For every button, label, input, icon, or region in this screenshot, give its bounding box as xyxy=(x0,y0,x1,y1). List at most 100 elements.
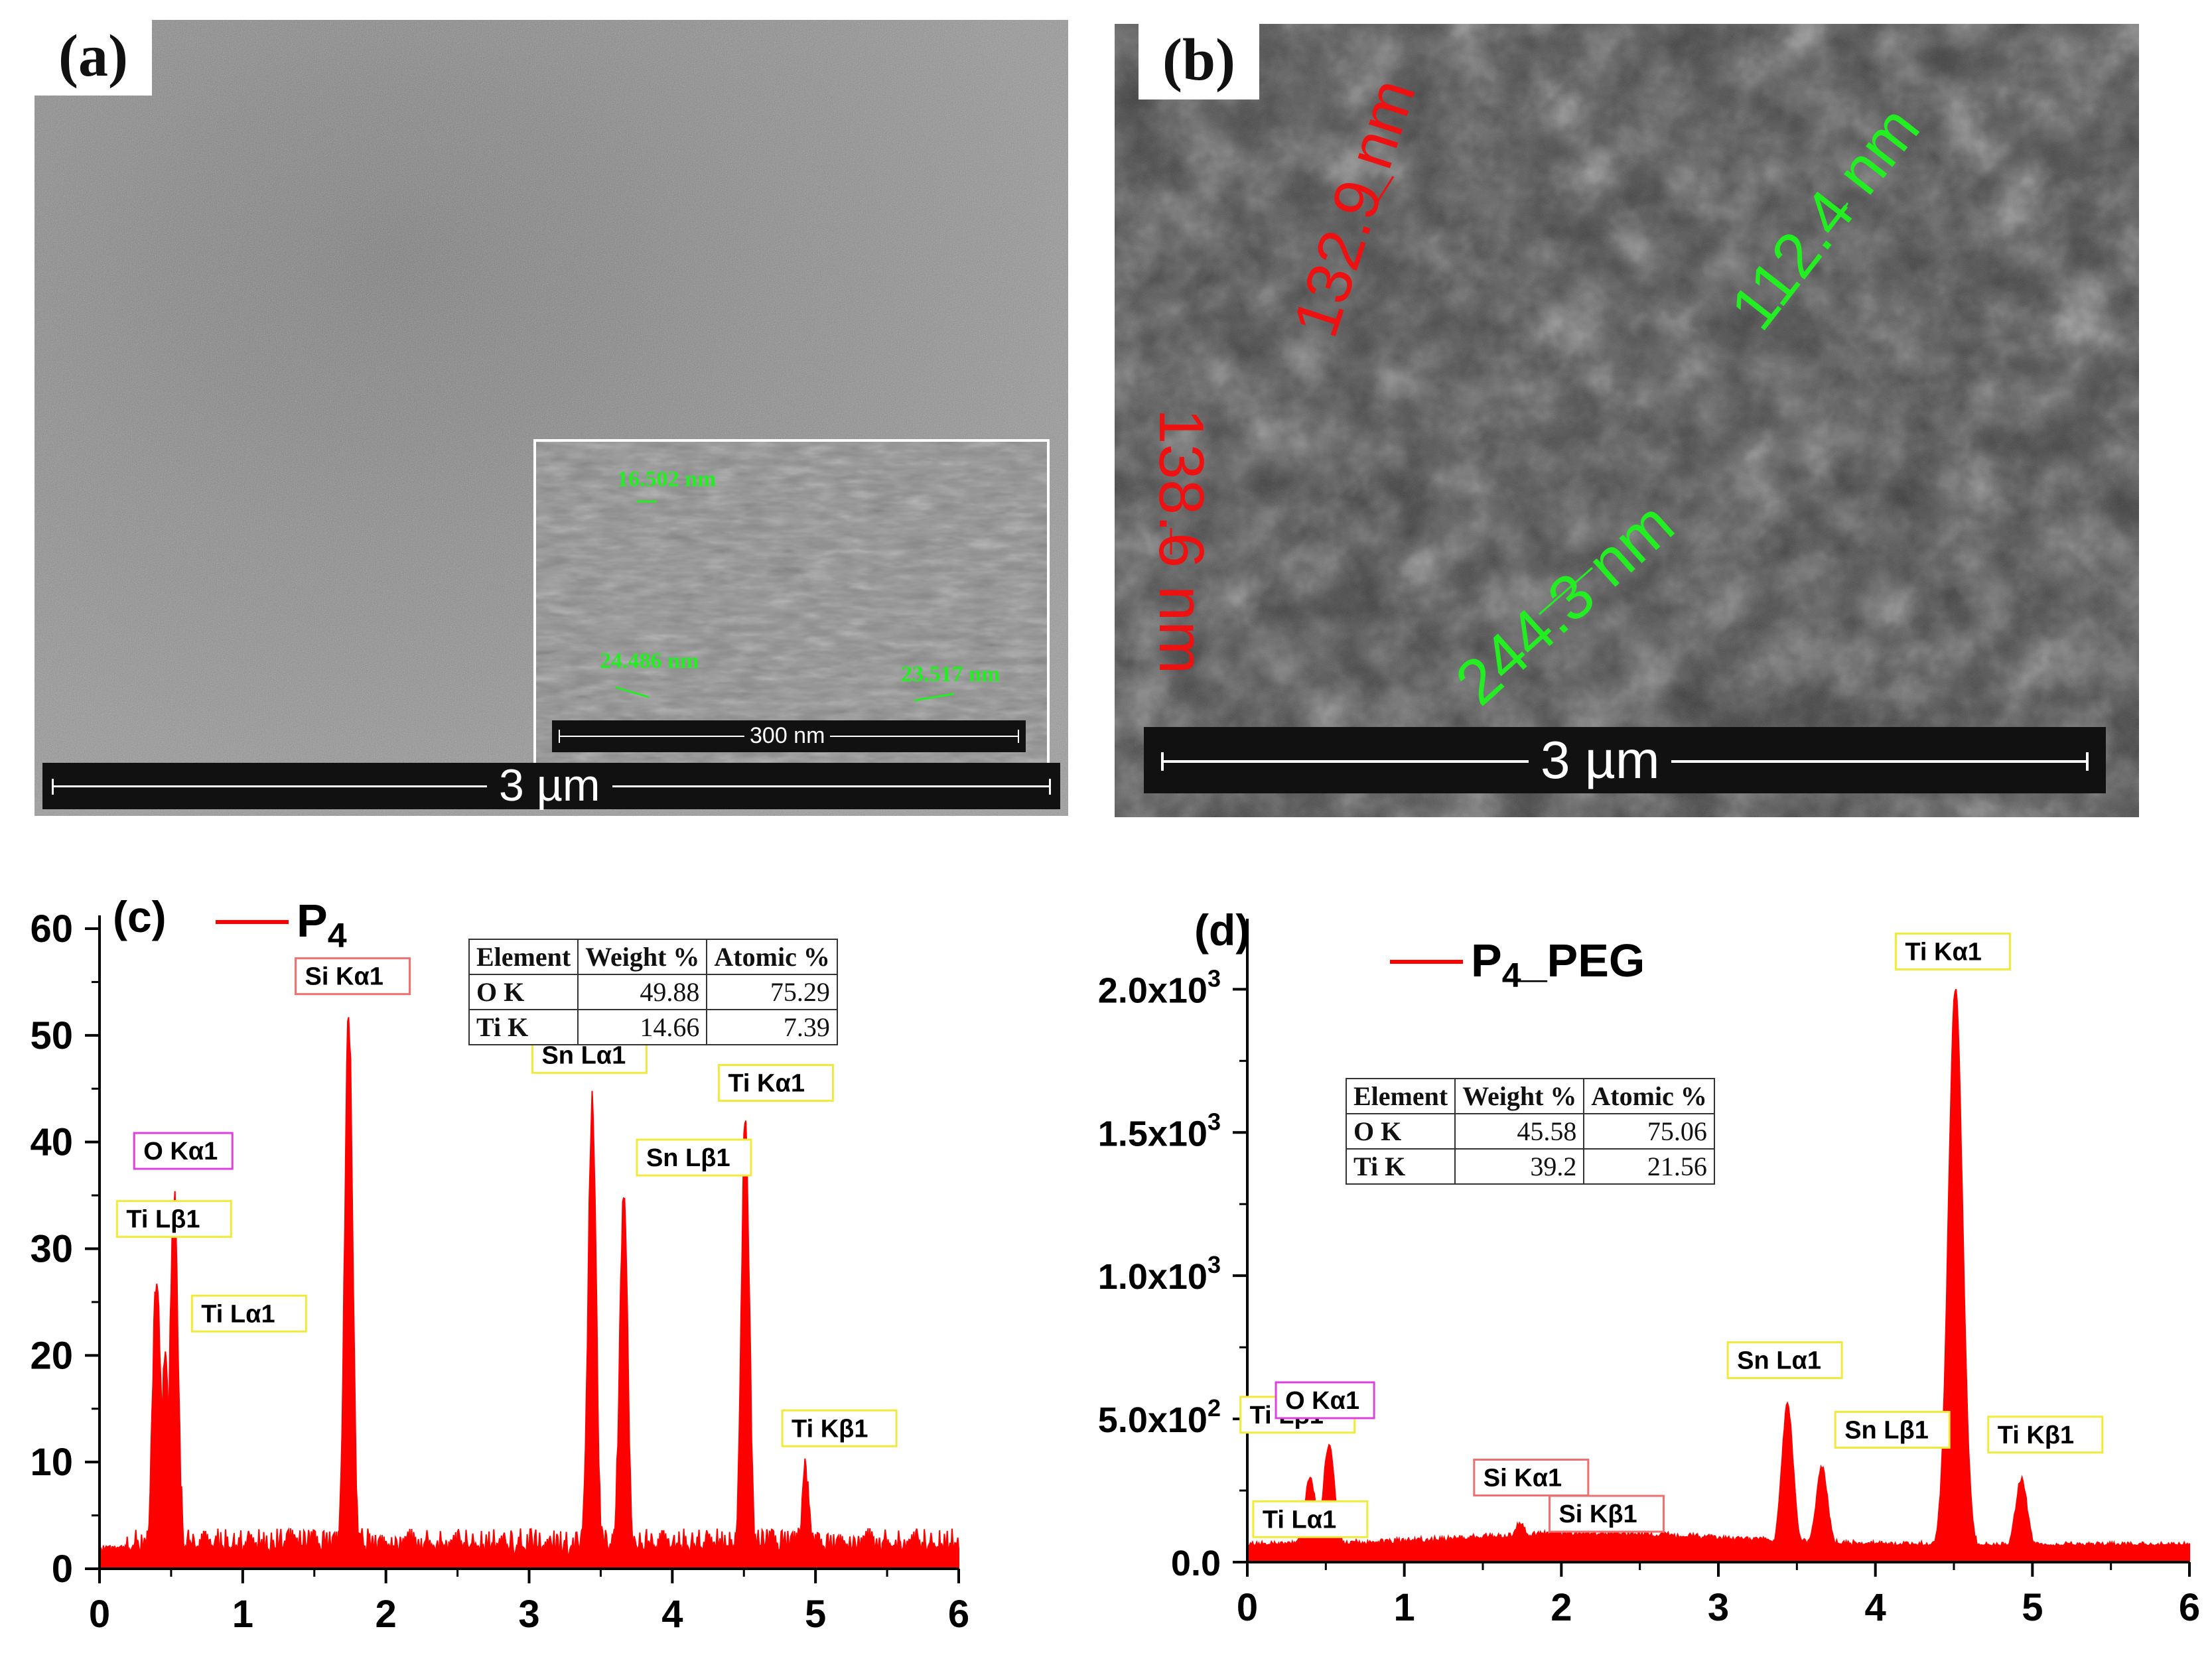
scalebar-a: 3 µm xyxy=(42,763,1060,809)
table-d-cell: 75.06 xyxy=(1583,1113,1715,1150)
y-tick-label: 5.0x102 xyxy=(1098,1394,1221,1440)
panel-label: (c) xyxy=(113,892,167,941)
peak-label-box xyxy=(1548,1494,1665,1533)
peak-label-box xyxy=(1252,1500,1369,1538)
peak-label-box xyxy=(1726,1341,1843,1379)
peak-label: Ti Lβ1 xyxy=(126,1206,200,1234)
scalebar-b: 3 µm xyxy=(1144,727,2106,793)
inset-measurement-1: 16.502 nm xyxy=(617,467,717,492)
legend-label: P4_PEG xyxy=(1471,935,1645,995)
peak-label: Si Kβ1 xyxy=(1558,1500,1637,1528)
table-d-header-element: Element xyxy=(1345,1078,1456,1114)
scalebar-a-label: 3 µm xyxy=(487,763,612,808)
inset-measurement-2: 24.486 nm xyxy=(600,649,699,673)
x-tick-label: 3 xyxy=(518,1593,539,1636)
peak-label-box xyxy=(1987,1416,2104,1454)
peak-label-box xyxy=(133,1132,234,1170)
peak-label: Sn Lα1 xyxy=(541,1041,626,1069)
peak-label-box xyxy=(717,1064,834,1102)
x-tick-label: 6 xyxy=(2179,1586,2200,1629)
peak-label: Ti Lα1 xyxy=(201,1300,275,1328)
spectrum-area xyxy=(1247,988,2190,1563)
x-tick-label: 3 xyxy=(1708,1586,1729,1629)
table-c-header-element: Element xyxy=(468,939,579,975)
y-tick-label: 0.0 xyxy=(1171,1544,1221,1583)
inset-measurement-3: 23.517 nm xyxy=(901,662,1001,687)
x-tick-label: 1 xyxy=(232,1593,253,1636)
table-c-cell: 49.88 xyxy=(577,974,708,1010)
x-tick-label: 2 xyxy=(376,1593,397,1636)
peak-label: O Kα1 xyxy=(1285,1387,1359,1415)
table-c-header-atomic: Atomic % xyxy=(706,939,838,975)
eds-table-c: Element Weight % Atomic % O K 49.88 75.2… xyxy=(468,939,838,1045)
table-d-cell: 39.2 xyxy=(1454,1148,1585,1185)
sem-image-a: (a) 16.502 nm 24.486 nm 23.517 nm 300 nm… xyxy=(35,20,1068,816)
legend-label: P4 xyxy=(297,895,347,955)
peak-label-box xyxy=(115,1200,232,1238)
peak-label-box xyxy=(190,1294,307,1333)
peak-label-box xyxy=(1834,1411,1951,1449)
peak-label: Sn Lβ1 xyxy=(1844,1417,1929,1445)
table-d-header-atomic: Atomic % xyxy=(1583,1078,1715,1114)
y-tick-label: 30 xyxy=(30,1228,73,1271)
y-tick-label: 10 xyxy=(30,1441,73,1484)
y-tick-label: 2.0x103 xyxy=(1098,964,1221,1010)
table-d-header-weight: Weight % xyxy=(1454,1078,1585,1114)
table-c-cell: O K xyxy=(468,974,579,1010)
panel-label-a: (a) xyxy=(35,20,152,96)
x-tick-label: 0 xyxy=(89,1593,110,1636)
sem-image-b: (b) 132.9 nm 112.4 nm 138.6 nm 244.3 nm … xyxy=(1115,24,2139,817)
y-tick-label: 1.0x103 xyxy=(1098,1251,1221,1297)
eds-table-d: Element Weight % Atomic % O K 45.58 75.0… xyxy=(1345,1078,1715,1185)
table-d-cell: 21.56 xyxy=(1583,1148,1715,1185)
x-tick-label: 5 xyxy=(2022,1586,2043,1629)
peak-label-box xyxy=(781,1409,898,1447)
y-tick-label: 0 xyxy=(52,1548,73,1591)
eds-chart-d: 0 1 2 3 4 5 6 0.0 5.0x102 1.0x103 1.5x103 2.0x103 (d… xyxy=(1098,905,2200,1629)
peak-label: O Kα1 xyxy=(143,1138,218,1165)
inset-scalebar-label: 300 nm xyxy=(744,724,831,747)
y-tick-label: 20 xyxy=(30,1334,73,1377)
table-d-cell: O K xyxy=(1345,1113,1456,1150)
table-d-cell: 45.58 xyxy=(1454,1113,1585,1150)
peak-label: Si Kα1 xyxy=(305,963,383,991)
measurement-138-6: 138.6 nm xyxy=(1146,409,1217,675)
table-c-cell: 7.39 xyxy=(706,1009,838,1045)
peak-label: Sn Lα1 xyxy=(1737,1347,1821,1375)
x-tick-label: 2 xyxy=(1551,1586,1572,1629)
panel-label: (d) xyxy=(1194,905,1250,955)
peak-label-box xyxy=(1275,1381,1375,1420)
peak-label: Ti Kα1 xyxy=(728,1070,805,1098)
table-d-cell: Ti K xyxy=(1345,1148,1456,1185)
x-tick-label: 5 xyxy=(805,1593,826,1636)
sem-a-texture xyxy=(35,20,1068,816)
peak-label-box xyxy=(1473,1459,1590,1497)
peak-label: Ti Lα1 xyxy=(1263,1506,1336,1534)
table-c-cell: 75.29 xyxy=(706,974,838,1010)
x-tick-label: 0 xyxy=(1237,1586,1258,1629)
peak-label: Ti Kβ1 xyxy=(1998,1422,2074,1449)
table-c-header-weight: Weight % xyxy=(577,939,708,975)
peak-label: Sn Lβ1 xyxy=(646,1144,730,1172)
sem-b-texture xyxy=(1115,24,2139,817)
scalebar-b-label: 3 µm xyxy=(1529,734,1672,787)
y-tick-label: 40 xyxy=(30,1121,73,1164)
table-c-cell: Ti K xyxy=(468,1009,579,1045)
y-tick-label: 1.5x103 xyxy=(1098,1108,1221,1154)
inset-scalebar: 300 nm xyxy=(552,720,1026,752)
x-tick-label: 6 xyxy=(948,1593,969,1636)
peak-label: Ti Kβ1 xyxy=(792,1415,868,1443)
x-tick-label: 1 xyxy=(1394,1586,1415,1629)
x-tick-label: 4 xyxy=(661,1593,683,1636)
y-tick-label: 50 xyxy=(30,1014,73,1057)
peak-label-box xyxy=(1894,932,2011,970)
peak-label-box xyxy=(636,1138,752,1177)
sem-inset-texture xyxy=(536,442,1047,772)
panel-label-b: (b) xyxy=(1139,24,1259,99)
sem-inset: 16.502 nm 24.486 nm 23.517 nm 300 nm xyxy=(533,439,1050,775)
peak-label-box xyxy=(295,957,411,996)
x-tick-label: 4 xyxy=(1865,1586,1886,1629)
peak-label: Ti Kα1 xyxy=(1905,938,1982,966)
table-c-cell: 14.66 xyxy=(577,1009,708,1045)
